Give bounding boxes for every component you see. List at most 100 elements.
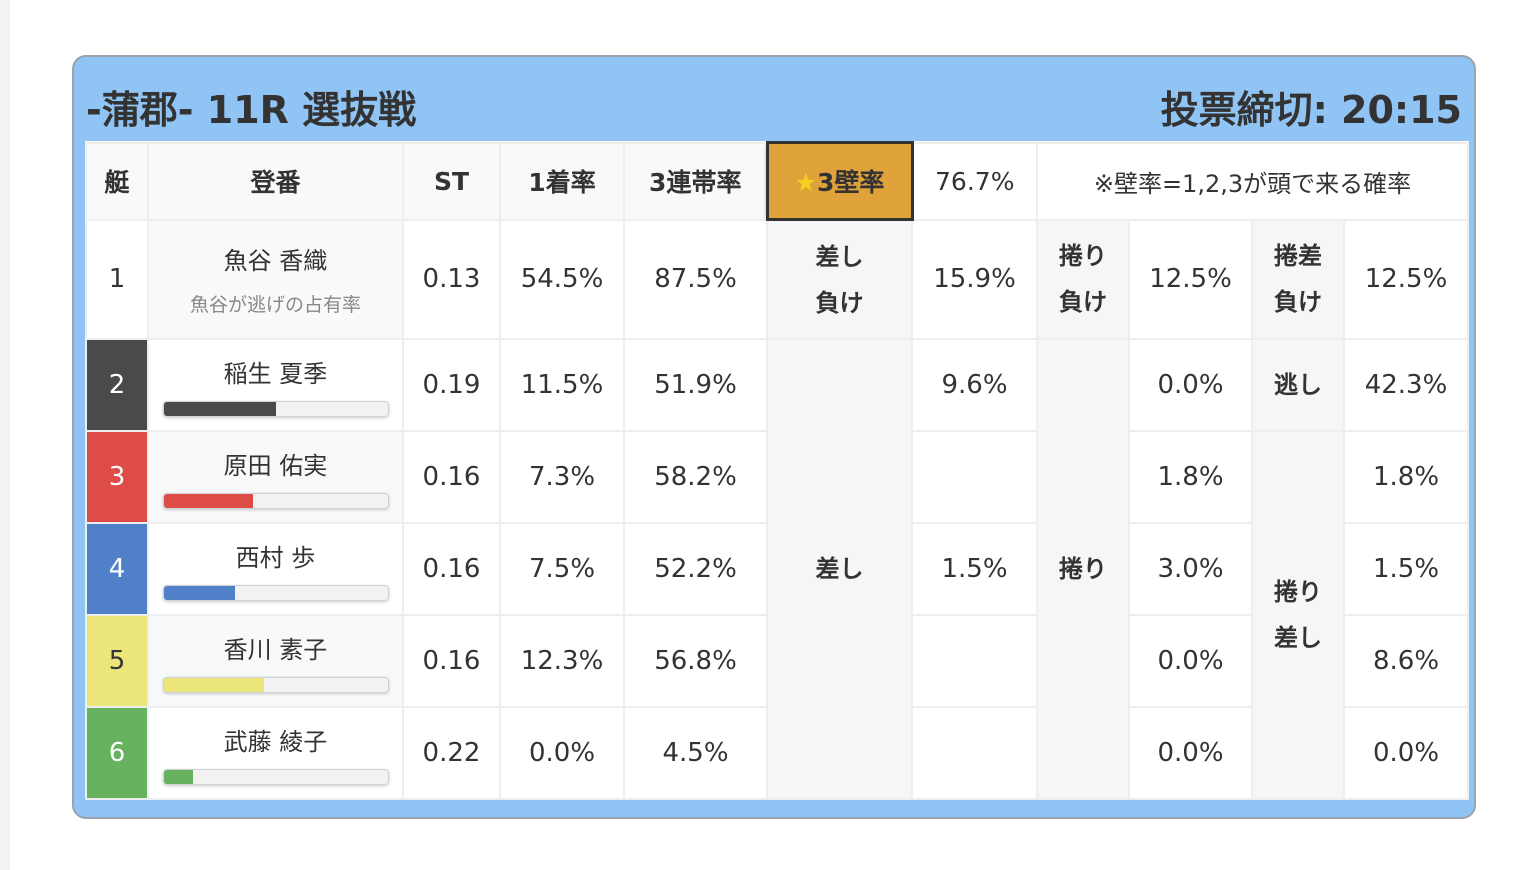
label-line: 負け (1274, 288, 1322, 317)
col-st: ST (402, 141, 501, 221)
boat-number: 2 (85, 338, 149, 432)
makusa-make-value: 12.5% (1343, 218, 1469, 340)
makurisashi-value: 1.8% (1343, 430, 1469, 524)
racer-note: 魚谷が逃げの占有率 (189, 294, 361, 317)
makuri-value: 3.0% (1128, 522, 1253, 616)
boat-number: 3 (85, 430, 149, 524)
wall-label: 3壁率 (817, 168, 885, 197)
makusa-make-label: 捲差 負け (1251, 218, 1345, 340)
trio-rate: 58.2% (623, 430, 768, 524)
racer-name: 香川 素子 (223, 635, 328, 664)
label-line: 負け (815, 288, 864, 317)
racer-cell: 西村 歩 (147, 522, 404, 616)
label-line: 捲り (1059, 242, 1107, 271)
col-wall-rate: ★3壁率 (765, 141, 914, 221)
progress-fill (163, 677, 265, 692)
wall-rate-note: ※壁率=1,2,3が頭で来る確率 (1036, 141, 1469, 221)
racer-cell: 稲生 夏季 (147, 338, 404, 432)
col-name: 登番 (147, 141, 404, 221)
progress-bar (162, 400, 389, 417)
race-card: -蒲郡- 11R 選抜戦 投票締切: 20:15 艇 登番 ST 1着率 3連帯… (72, 55, 1476, 819)
sashi-value: 9.6% (911, 338, 1038, 432)
trio-rate: 52.2% (623, 522, 768, 616)
st-value: 0.16 (402, 614, 501, 708)
col-first: 1着率 (499, 141, 625, 221)
trio-rate: 56.8% (623, 614, 768, 708)
label-line: 負け (1059, 288, 1107, 317)
st-value: 0.16 (402, 430, 501, 524)
first-rate: 7.3% (499, 430, 625, 524)
label-line: 差し (815, 242, 864, 271)
racer-cell: 香川 素子 (147, 614, 404, 708)
makuri-value: 1.8% (1128, 430, 1253, 524)
makuri-make-label: 捲り 負け (1036, 218, 1130, 340)
table-row: 6 武藤 綾子 0.22 0.0% 4.5% 0.0% 0.0% (85, 706, 1469, 800)
sashi-value: 1.5% (911, 522, 1038, 616)
first-rate: 7.5% (499, 522, 625, 616)
makurisashi-value: 1.5% (1343, 522, 1469, 616)
boat-number: 1 (85, 218, 149, 340)
race-title: -蒲郡- 11R 選抜戦 (86, 88, 417, 132)
progress-fill (163, 585, 236, 600)
first-rate: 11.5% (499, 338, 625, 432)
racer-name: 魚谷 香織 (223, 247, 328, 276)
vote-deadline: 投票締切: 20:15 (1160, 88, 1462, 132)
st-value: 0.19 (402, 338, 501, 432)
makurisashi-value: 0.0% (1343, 706, 1469, 800)
table-row: 3 原田 佑実 0.16 7.3% 58.2% 1.8% 捲り差し 1.8% (85, 430, 1469, 800)
label-line: 差し (1274, 624, 1322, 652)
sashi-make-label: 差し 負け (766, 218, 913, 340)
col-boat: 艇 (85, 141, 149, 221)
label-line: 捲り (1274, 578, 1322, 606)
racer-cell: 魚谷 香織魚谷が逃げの占有率 (147, 218, 404, 340)
table-row: 1 魚谷 香織魚谷が逃げの占有率 0.13 54.5% 87.5% 差し負け 1… (85, 218, 1469, 340)
racer-name: 武藤 綾子 (223, 727, 328, 756)
star-icon: ★ (794, 168, 817, 197)
racer-cell: 武藤 綾子 (147, 706, 404, 800)
progress-bar (162, 492, 389, 509)
progress-bar (162, 676, 389, 693)
sashi-value (911, 430, 1038, 524)
racer-name: 稲生 夏季 (223, 359, 328, 388)
progress-fill (163, 769, 193, 784)
sashi-label: 差し (766, 338, 913, 800)
st-value: 0.22 (402, 706, 501, 800)
col-trio: 3連帯率 (623, 141, 768, 221)
st-value: 0.13 (402, 218, 501, 340)
header-row: 艇 登番 ST 1着率 3連帯率 ★3壁率 76.7% ※壁率=1,2,3が頭で… (85, 141, 1469, 221)
trio-rate: 51.9% (623, 338, 768, 432)
progress-bar (162, 768, 389, 785)
makuri-label: 捲り (1036, 338, 1130, 800)
sashi-value (911, 706, 1038, 800)
makurisashi-label: 捲り 差し (1251, 430, 1345, 800)
boat-number: 6 (85, 706, 149, 800)
racer-name: 西村 歩 (235, 543, 316, 572)
racer-cell: 原田 佑実 (147, 430, 404, 524)
st-value: 0.16 (402, 522, 501, 616)
page-edge (0, 0, 10, 870)
race-table: 艇 登番 ST 1着率 3連帯率 ★3壁率 76.7% ※壁率=1,2,3が頭で… (85, 141, 1469, 800)
makuri-make-value: 12.5% (1128, 218, 1253, 340)
label-line: 捲差 (1274, 242, 1322, 271)
progress-bar (162, 584, 389, 601)
progress-fill (163, 401, 276, 416)
nige-label: 逃し (1251, 338, 1345, 432)
nige-value: 42.3% (1343, 338, 1469, 432)
trio-rate: 4.5% (623, 706, 768, 800)
table-row: 4 西村 歩 0.16 7.5% 52.2% 1.5% 3.0% 1.5% (85, 522, 1469, 616)
first-rate: 12.3% (499, 614, 625, 708)
sashi-value (911, 614, 1038, 708)
first-rate: 54.5% (499, 218, 625, 340)
wall-rate-value: 76.7% (911, 141, 1038, 221)
makuri-value: 0.0% (1128, 614, 1253, 708)
makurisashi-value: 8.6% (1343, 614, 1469, 708)
trio-rate: 87.5% (623, 218, 768, 340)
boat-number: 4 (85, 522, 149, 616)
progress-fill (163, 493, 254, 508)
table-row: 2 稲生 夏季 0.19 11.5% 51.9% 差し 9.6% 捲り 0.0%… (85, 338, 1469, 800)
boat-number: 5 (85, 614, 149, 708)
makuri-value: 0.0% (1128, 706, 1253, 800)
table-row: 5 香川 素子 0.16 12.3% 56.8% 0.0% 8.6% (85, 614, 1469, 708)
sashi-make-value: 15.9% (911, 218, 1038, 340)
makuri-value: 0.0% (1128, 338, 1253, 432)
